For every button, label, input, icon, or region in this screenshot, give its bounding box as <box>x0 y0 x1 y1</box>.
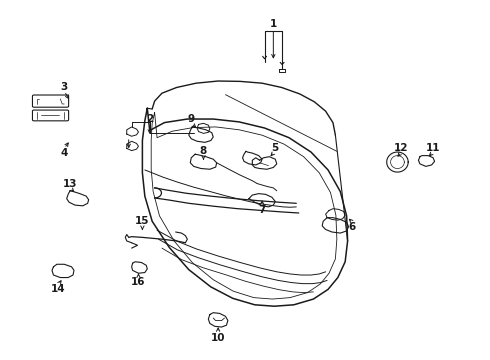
Text: 12: 12 <box>394 143 409 153</box>
Text: 13: 13 <box>63 179 77 189</box>
Text: 11: 11 <box>426 143 441 153</box>
Text: 8: 8 <box>200 146 207 156</box>
Text: 9: 9 <box>188 114 195 124</box>
Text: 6: 6 <box>349 222 356 231</box>
Text: 7: 7 <box>258 206 266 216</box>
Text: 4: 4 <box>61 148 68 158</box>
Text: 1: 1 <box>270 19 277 29</box>
Text: 15: 15 <box>135 216 149 226</box>
Text: 2: 2 <box>146 114 153 124</box>
Text: 14: 14 <box>51 284 66 294</box>
Text: 10: 10 <box>211 333 225 343</box>
Text: 16: 16 <box>131 277 146 287</box>
Text: 3: 3 <box>61 82 68 92</box>
Text: 5: 5 <box>270 143 278 153</box>
